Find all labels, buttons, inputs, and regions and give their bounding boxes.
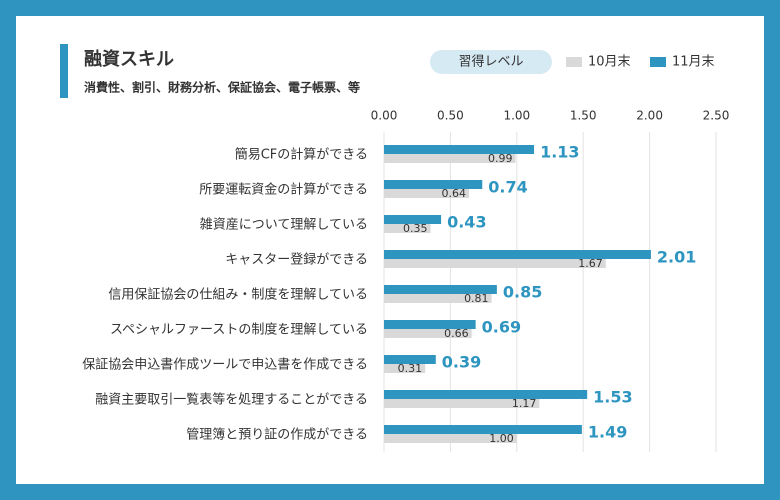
value-label: 0.69	[482, 318, 521, 337]
legend-swatch	[566, 57, 582, 67]
legend-pill	[430, 50, 552, 74]
x-tick-label: 1.00	[503, 109, 530, 123]
x-tick-label: 2.00	[636, 109, 663, 123]
value-label: 0.43	[447, 213, 486, 232]
bar	[384, 250, 651, 259]
bar	[384, 189, 469, 198]
value-label: 1.00	[489, 432, 514, 445]
y-tick-label: 融資主要取引一覧表等を処理することができる	[95, 392, 368, 408]
bar	[384, 355, 436, 364]
chart-title: 融資スキル	[84, 49, 174, 70]
y-tick-label: スペシャルファーストの制度を理解している	[110, 322, 368, 338]
bar	[384, 259, 606, 268]
y-tick-label: 雑資産について理解している	[200, 217, 368, 233]
bar	[384, 329, 472, 338]
value-label: 0.31	[398, 362, 423, 375]
bar	[384, 224, 431, 233]
y-tick-label: 信用保証協会の仕組み・制度を理解している	[108, 287, 368, 303]
y-tick-label: 管理簿と預り証の作成ができる	[186, 428, 368, 443]
value-label: 2.01	[657, 248, 696, 267]
bar	[384, 364, 426, 373]
y-tick-label: 簡易CFの計算ができる	[235, 147, 368, 163]
x-tick-label: 2.50	[703, 109, 730, 123]
bar	[384, 180, 483, 189]
value-label: 0.85	[503, 283, 542, 302]
x-tick-label: 0.00	[371, 109, 398, 123]
bar	[384, 390, 588, 399]
legend-swatch	[650, 57, 666, 67]
value-label: 0.64	[441, 187, 466, 200]
bar	[384, 399, 540, 408]
chart-subtitle: 消費性、割引、財務分析、保証協会、電子帳票、等	[84, 80, 360, 95]
bar	[384, 285, 497, 294]
value-label: 1.67	[578, 257, 603, 270]
bar	[384, 145, 535, 154]
value-label: 0.39	[442, 353, 481, 372]
legend-label: 10月末	[588, 55, 631, 70]
bar	[384, 434, 517, 443]
bar	[384, 215, 442, 224]
x-tick-label: 1.50	[570, 109, 597, 123]
title-accent	[60, 44, 68, 98]
bar	[384, 320, 476, 329]
value-label: 0.81	[464, 292, 489, 305]
value-label: 0.66	[444, 327, 469, 340]
y-tick-label: キャスター登録ができる	[225, 253, 368, 268]
bar	[384, 425, 582, 434]
y-tick-label: 所要運転資金の計算ができる	[199, 182, 368, 198]
y-tick-label: 保証協会申込書作成ツールで申込書を作成できる	[82, 358, 368, 373]
value-label: 1.53	[593, 388, 632, 407]
value-label: 0.35	[403, 222, 428, 235]
value-label: 1.17	[512, 397, 537, 410]
legend-title: 習得レベル	[458, 54, 523, 70]
legend-label: 11月末	[672, 55, 715, 70]
value-label: 0.74	[488, 178, 527, 197]
x-tick-label: 0.50	[437, 109, 464, 123]
value-label: 0.99	[488, 152, 513, 165]
value-label: 1.49	[588, 423, 627, 442]
bar	[384, 294, 492, 303]
bar	[384, 154, 516, 163]
value-label: 1.13	[540, 143, 579, 162]
